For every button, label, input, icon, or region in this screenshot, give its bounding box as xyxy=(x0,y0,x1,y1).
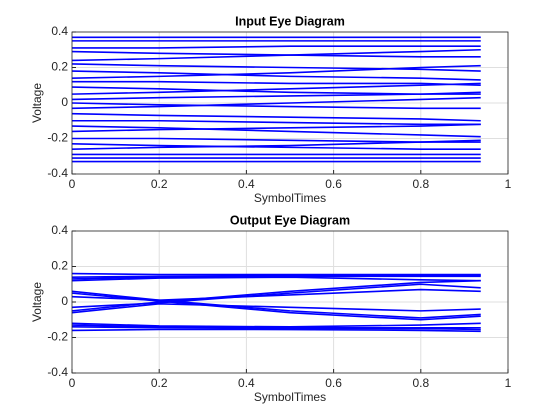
y-tick-label: 0.2 xyxy=(51,60,68,74)
eye-trace xyxy=(71,48,481,62)
x-tick-label: 0.2 xyxy=(151,376,168,390)
x-tick-label: 0.6 xyxy=(325,177,342,191)
eye-trace xyxy=(71,112,481,122)
eye-trace xyxy=(71,326,481,331)
y-tick-label: 0 xyxy=(61,294,68,308)
eye-trace xyxy=(72,45,481,49)
eye-trace xyxy=(71,123,481,133)
eye-trace xyxy=(71,290,481,319)
eye-trace xyxy=(71,82,481,95)
eye-trace xyxy=(72,119,481,126)
x-tick-label: 0.6 xyxy=(325,376,342,390)
eye-trace xyxy=(71,279,481,312)
y-tick-label: 0.2 xyxy=(51,259,68,273)
eye-trace xyxy=(71,275,481,280)
chart-title: Output Eye Diagram xyxy=(230,213,350,227)
eye-trace xyxy=(71,322,481,328)
y-tick-label: -0.4 xyxy=(47,166,68,180)
eye-trace xyxy=(71,324,481,329)
x-tick-label: 1 xyxy=(505,376,512,390)
eye-trace xyxy=(71,91,481,101)
eye-trace xyxy=(71,102,481,110)
x-tick-label: 0.8 xyxy=(412,376,429,390)
x-tick-label: 1 xyxy=(505,177,512,191)
y-tick-label: 0.4 xyxy=(51,24,68,38)
eye-trace xyxy=(71,328,481,333)
x-tick-label: 0 xyxy=(69,177,76,191)
y-tick-label: 0 xyxy=(61,95,68,109)
eye-trace xyxy=(71,274,481,278)
eye-trace xyxy=(71,63,481,72)
chart-title: Input Eye Diagram xyxy=(235,14,345,28)
eye-trace xyxy=(71,143,481,150)
axes-box xyxy=(71,230,509,374)
y-tick-label: 0.4 xyxy=(51,223,68,237)
y-tick-label: -0.2 xyxy=(47,330,68,344)
eye-trace xyxy=(71,288,481,302)
eye-trace xyxy=(71,302,481,314)
x-tick-label: 0.4 xyxy=(238,376,255,390)
x-tick-label: 0.2 xyxy=(151,177,168,191)
x-tick-label: 0 xyxy=(69,376,76,390)
eye-trace xyxy=(71,70,481,81)
y-axis-label: Voltage xyxy=(30,83,44,123)
eye-trace xyxy=(71,96,481,110)
x-tick-label: 0.4 xyxy=(238,177,255,191)
y-axis-label: Voltage xyxy=(30,282,44,322)
y-tick-label: -0.4 xyxy=(47,365,68,379)
eye-trace xyxy=(71,272,481,276)
x-tick-label: 0.8 xyxy=(412,177,429,191)
y-tick-label: -0.2 xyxy=(47,131,68,145)
eye-trace xyxy=(71,139,481,150)
axes-box xyxy=(71,31,509,175)
eye-trace xyxy=(71,276,481,282)
eye-trace xyxy=(71,64,481,79)
x-axis-label: SymbolTimes xyxy=(254,390,326,404)
eye-trace xyxy=(71,125,481,138)
x-axis-label: SymbolTimes xyxy=(254,191,326,205)
